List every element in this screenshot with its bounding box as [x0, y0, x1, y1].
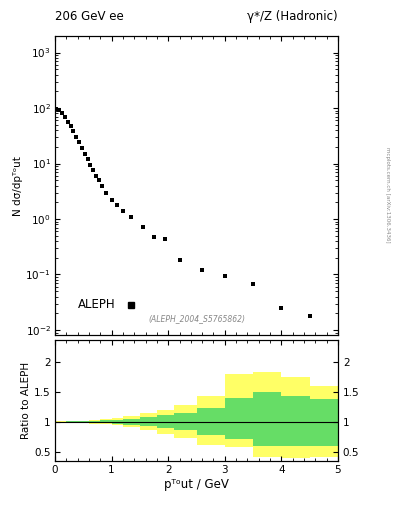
Y-axis label: Ratio to ALEPH: Ratio to ALEPH: [22, 362, 31, 439]
Text: γ*/Z (Hadronic): γ*/Z (Hadronic): [247, 10, 338, 23]
Y-axis label: N dσ/dpᵀᵒut: N dσ/dpᵀᵒut: [13, 156, 23, 216]
Text: 206 GeV ee: 206 GeV ee: [55, 10, 124, 23]
Text: ALEPH: ALEPH: [78, 298, 115, 311]
X-axis label: pᵀᵒut / GeV: pᵀᵒut / GeV: [164, 478, 229, 490]
Text: (ALEPH_2004_S5765862): (ALEPH_2004_S5765862): [148, 314, 245, 324]
Text: mcplots.cern.ch [arXiv:1306.3436]: mcplots.cern.ch [arXiv:1306.3436]: [385, 147, 389, 242]
